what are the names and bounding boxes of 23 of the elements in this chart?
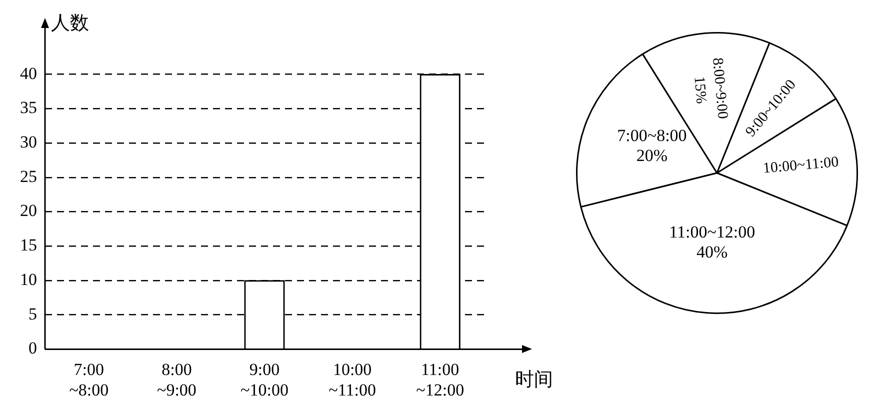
data-label: 40% xyxy=(696,242,728,262)
y-tick-label: 5 xyxy=(28,304,37,324)
data-label: 20% xyxy=(636,146,668,166)
slice-label: 10:00~11:00 xyxy=(762,154,840,177)
y-tick-label: 0 xyxy=(28,338,37,358)
x-tick-label: 10:00~11:00 xyxy=(328,360,376,400)
slice-label: 8:00~9:00 xyxy=(709,57,730,120)
data-label: 15% xyxy=(690,76,709,104)
y-tick-label: 40 xyxy=(20,64,37,83)
x-axis-title: 时间 xyxy=(515,370,553,391)
y-tick-label: 25 xyxy=(20,166,37,186)
slice-label: 11:00~12:00 xyxy=(669,222,756,242)
y-tick-label: 10 xyxy=(20,270,37,289)
y-tick-label: 30 xyxy=(20,132,37,152)
slice-label: 7:00~8:00 xyxy=(617,126,687,146)
x-tick-label: 8:00~9:00 xyxy=(156,360,196,400)
y-tick-label: 15 xyxy=(20,236,37,255)
y-axis-title: 人数 xyxy=(51,13,89,34)
y-tick-label: 35 xyxy=(20,98,37,118)
x-tick-label: 11:00~12:00 xyxy=(416,360,464,400)
y-tick-label: 20 xyxy=(20,201,37,220)
x-tick-label: 7:00~8:00 xyxy=(69,360,109,400)
x-tick-label: 9:00~10:00 xyxy=(240,360,288,400)
